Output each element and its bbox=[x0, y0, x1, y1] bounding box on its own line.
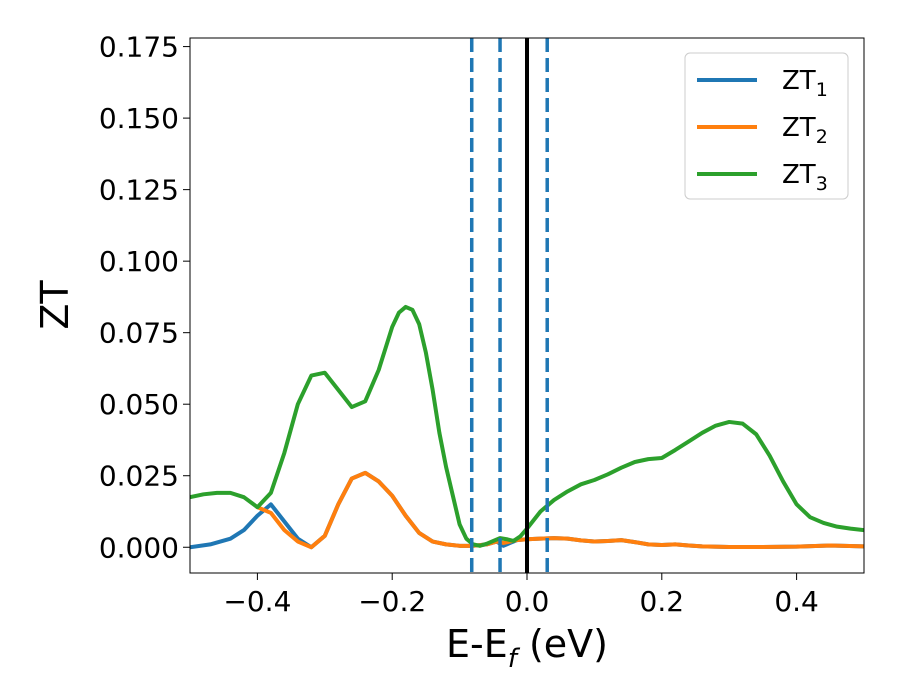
y-tick-label: 0.025 bbox=[99, 460, 179, 493]
series-line-zt3 bbox=[190, 304, 864, 548]
y-tick-label: 0.075 bbox=[99, 317, 179, 350]
x-tick-label: −0.2 bbox=[358, 585, 426, 618]
x-axis-title-unit: (eV) bbox=[517, 622, 608, 666]
x-axis-title: E-Ef (eV) bbox=[446, 622, 608, 674]
y-tick-label: 0.150 bbox=[99, 102, 179, 135]
legend-label-zt3: ZT3 bbox=[782, 160, 828, 195]
y-axis-title: ZT bbox=[33, 280, 77, 330]
x-axis-ticks: −0.4 −0.2 0.0 0.2 0.4 bbox=[223, 573, 819, 618]
x-axis-title-main: E-E bbox=[446, 622, 508, 666]
x-tick-label: −0.4 bbox=[223, 585, 291, 618]
legend-frame bbox=[684, 52, 849, 200]
plot-lines bbox=[190, 304, 864, 550]
y-tick-label: 0.050 bbox=[99, 388, 179, 421]
legend: ZT1 ZT2 ZT3 bbox=[684, 52, 849, 200]
x-tick-label: 0.0 bbox=[505, 585, 550, 618]
x-tick-label: 0.4 bbox=[774, 585, 819, 618]
legend-items: ZT1 ZT2 ZT3 bbox=[697, 66, 828, 195]
y-tick-label: 0.100 bbox=[99, 245, 179, 278]
legend-label-zt2: ZT2 bbox=[782, 113, 828, 148]
series-line-zt2 bbox=[255, 470, 864, 550]
y-tick-label: 0.000 bbox=[99, 531, 179, 564]
y-axis-ticks: 0.000 0.025 0.050 0.075 0.100 0.125 0.150 0.175 bbox=[99, 31, 190, 564]
y-tick-label: 0.125 bbox=[99, 174, 179, 207]
x-tick-label: 0.2 bbox=[640, 585, 685, 618]
legend-label-zt1: ZT1 bbox=[782, 66, 828, 101]
y-tick-label: 0.175 bbox=[99, 31, 179, 64]
vertical-reference-lines bbox=[469, 38, 549, 573]
